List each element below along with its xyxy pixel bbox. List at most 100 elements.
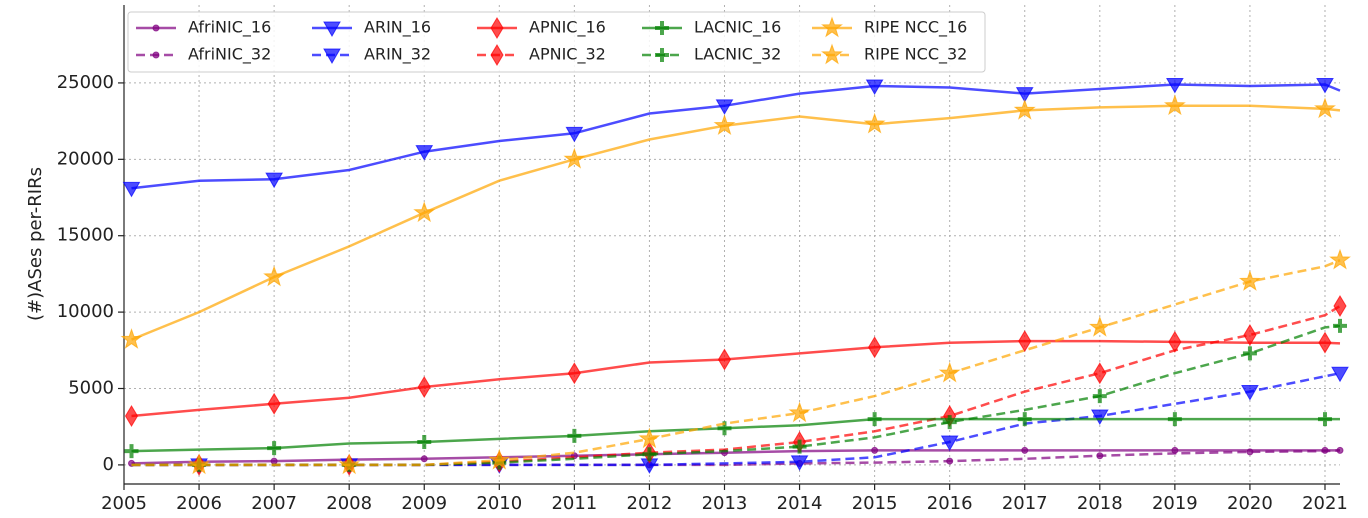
x-tick-label: 2009 <box>401 493 447 514</box>
marker <box>188 453 211 475</box>
marker <box>124 444 139 459</box>
marker <box>655 21 669 35</box>
marker <box>565 126 584 143</box>
marker <box>865 79 884 95</box>
x-tick-label: 2005 <box>101 493 147 514</box>
marker <box>122 181 141 198</box>
legend-label: AfriNIC_16 <box>188 18 271 38</box>
y-axis-label: (#)ASes per-RIRs <box>25 167 46 321</box>
marker <box>1090 409 1109 426</box>
marker <box>490 17 504 39</box>
legend: AfriNIC_16 AfriNIC_32 ARIN_16 ARIN_32 APNIC_… <box>127 11 986 73</box>
marker <box>1241 385 1259 401</box>
x-tick-label: 2006 <box>176 493 222 514</box>
y-tick-label: 25000 <box>57 72 114 93</box>
marker <box>790 455 809 471</box>
legend-label: APNIC_32 <box>529 45 606 65</box>
marker <box>267 441 282 456</box>
marker <box>1096 452 1104 460</box>
y-tick-label: 10000 <box>57 301 114 322</box>
series-line <box>131 449 1340 465</box>
series-line <box>131 324 1341 467</box>
x-tick-label: 2019 <box>1152 493 1198 514</box>
series-line <box>131 371 1341 467</box>
marker <box>1329 248 1351 270</box>
marker <box>567 428 582 443</box>
legend-label: ARIN_16 <box>364 18 431 38</box>
x-tick-label: 2008 <box>326 493 372 514</box>
y-tick-label: 0 <box>103 454 114 475</box>
marker <box>323 48 341 65</box>
marker <box>1318 331 1332 354</box>
marker <box>1013 98 1036 120</box>
series-line <box>131 304 1341 467</box>
marker <box>655 48 669 62</box>
marker <box>152 24 160 32</box>
marker <box>1316 77 1334 94</box>
marker <box>1167 412 1182 427</box>
series-line <box>131 83 1341 190</box>
marker <box>1017 412 1032 427</box>
marker <box>1333 318 1347 333</box>
marker <box>1333 295 1347 317</box>
x-tick-label: 2021 <box>1302 493 1348 514</box>
marker <box>567 362 581 385</box>
marker <box>821 16 843 38</box>
marker <box>1331 366 1349 383</box>
marker <box>323 21 341 38</box>
marker <box>1168 330 1182 353</box>
marker <box>715 99 734 115</box>
marker <box>263 265 286 287</box>
marker <box>863 112 886 134</box>
marker <box>1314 97 1336 119</box>
marker <box>563 147 586 169</box>
y-tick-label: 15000 <box>57 225 114 246</box>
marker <box>713 114 736 136</box>
marker <box>488 448 511 470</box>
marker <box>871 446 879 454</box>
series-line <box>131 449 1341 467</box>
marker <box>270 457 278 465</box>
marker <box>1092 389 1107 404</box>
y-tick-label: 20000 <box>57 148 114 169</box>
marker <box>946 457 954 465</box>
marker <box>124 405 139 427</box>
x-tick-label: 2020 <box>1227 493 1273 514</box>
x-tick-label: 2016 <box>927 493 973 514</box>
marker <box>417 376 431 398</box>
marker <box>1088 315 1111 337</box>
marker <box>490 44 504 66</box>
marker <box>265 172 283 189</box>
legend-label: AfriNIC_32 <box>188 45 271 65</box>
series-line <box>131 104 1341 341</box>
marker <box>1093 362 1107 385</box>
marker <box>338 453 361 475</box>
marker <box>942 415 957 430</box>
x-tick-label: 2011 <box>551 493 597 514</box>
marker <box>821 43 843 65</box>
legend-label: RIPE NCC_16 <box>864 18 967 38</box>
marker <box>868 336 882 359</box>
marker <box>420 455 428 463</box>
x-tick-label: 2010 <box>476 493 522 514</box>
marker <box>413 201 436 223</box>
marker <box>1018 330 1032 353</box>
legend-label: LACNIC_32 <box>694 45 781 65</box>
marker <box>788 401 811 423</box>
y-tick-label: 5000 <box>68 378 114 399</box>
marker <box>1317 412 1332 427</box>
x-tick-label: 2007 <box>251 493 297 514</box>
marker <box>792 439 807 454</box>
legend-label: ARIN_32 <box>364 45 431 65</box>
x-tick-label: 2018 <box>1077 493 1123 514</box>
legend-label: RIPE NCC_32 <box>864 45 967 65</box>
x-tick-label: 2014 <box>777 493 823 514</box>
legend-label: APNIC_16 <box>529 18 606 38</box>
marker <box>867 412 882 427</box>
marker <box>1243 324 1257 347</box>
marker <box>940 435 959 451</box>
marker <box>938 361 961 383</box>
marker <box>1336 446 1344 454</box>
marker <box>642 447 657 462</box>
